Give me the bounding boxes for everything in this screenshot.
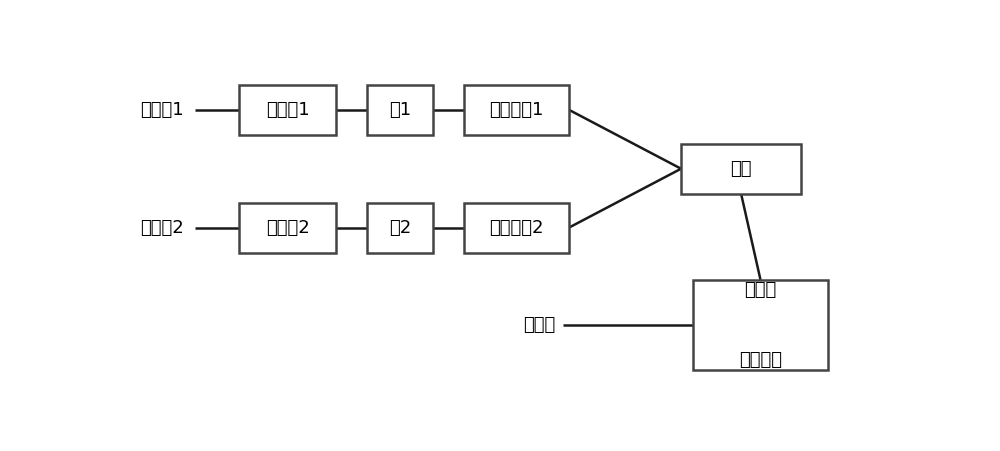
FancyBboxPatch shape [367, 84, 433, 135]
FancyBboxPatch shape [239, 84, 336, 135]
Text: 取样点1: 取样点1 [266, 101, 310, 119]
Text: 泵2: 泵2 [389, 219, 411, 237]
Text: 泵1: 泵1 [389, 101, 411, 119]
Text: 取样点2: 取样点2 [266, 219, 310, 237]
Text: 流量调节1: 流量调节1 [489, 101, 544, 119]
Text: 进油管: 进油管 [523, 316, 555, 334]
Text: 出油管2: 出油管2 [140, 219, 184, 237]
FancyBboxPatch shape [464, 202, 569, 253]
FancyBboxPatch shape [681, 143, 801, 194]
Text: 流量调节2: 流量调节2 [489, 219, 544, 237]
Text: 合流: 合流 [730, 160, 752, 178]
FancyBboxPatch shape [464, 84, 569, 135]
Text: 加热器

流速监测: 加热器 流速监测 [739, 281, 782, 369]
FancyBboxPatch shape [239, 202, 336, 253]
FancyBboxPatch shape [693, 280, 828, 370]
FancyBboxPatch shape [367, 202, 433, 253]
Text: 出油管1: 出油管1 [140, 101, 184, 119]
